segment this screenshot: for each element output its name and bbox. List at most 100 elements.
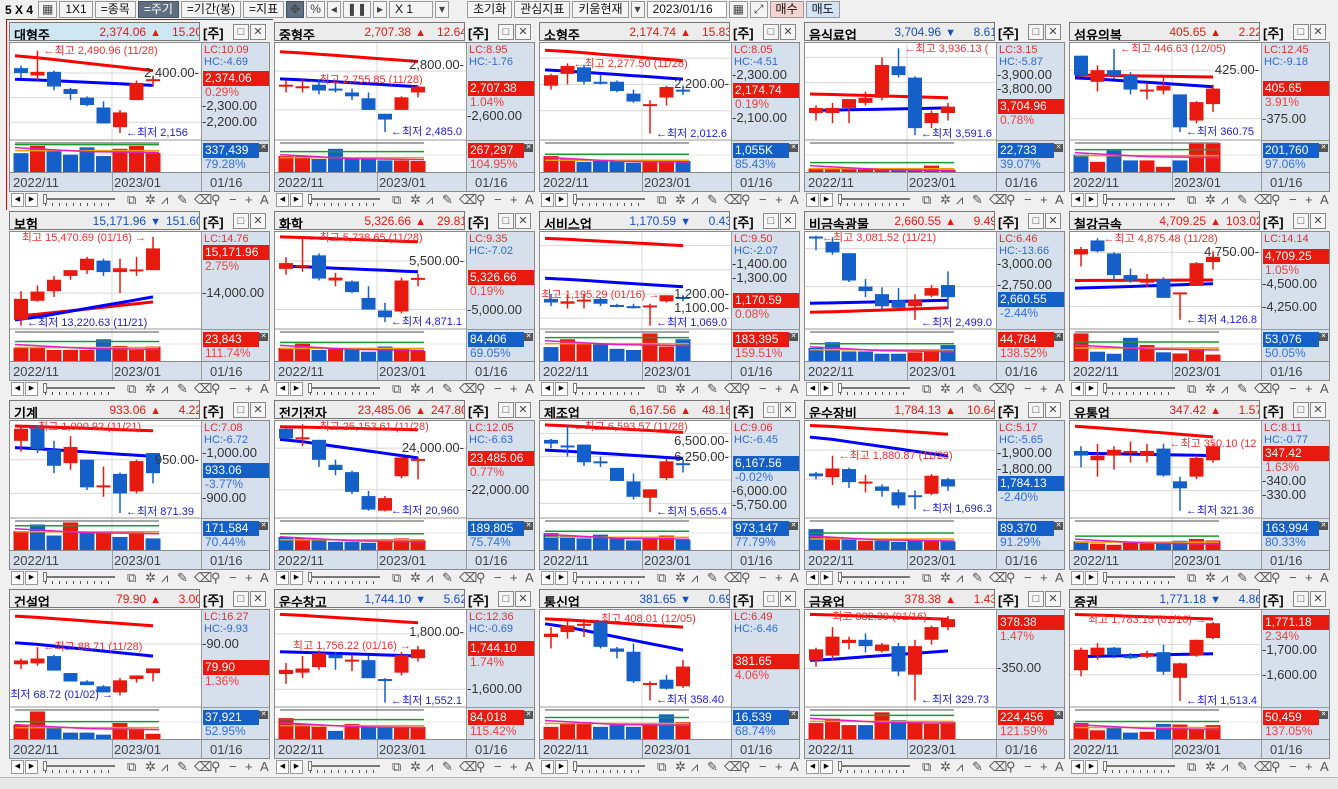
volume-close-icon[interactable]: ✕ <box>789 144 798 152</box>
indicator-icon[interactable]: ⩘ <box>691 759 699 774</box>
indicator-icon[interactable]: ⩘ <box>1221 192 1229 207</box>
scroll-right-button[interactable]: ▶ <box>555 760 568 774</box>
close-icon[interactable]: ✕ <box>515 24 531 40</box>
zoom-in-icon[interactable]: + <box>245 381 253 396</box>
search-icon[interactable]: ⚲ <box>1271 192 1281 207</box>
scroll-left-button[interactable]: ◀ <box>1071 193 1084 207</box>
font-icon[interactable]: A <box>790 570 799 585</box>
price-axis[interactable]: LC:5.17 HC:-5.65 1,784.13 -2.40% -1,900.00 -1… <box>996 421 1064 550</box>
close-icon[interactable]: ✕ <box>780 24 796 40</box>
scroll-right-button[interactable]: ▶ <box>820 193 833 207</box>
scroll-left-button[interactable]: ◀ <box>1071 571 1084 585</box>
maximize-icon[interactable]: □ <box>1028 591 1044 607</box>
zoom-out-icon[interactable]: − <box>759 570 767 585</box>
maximize-icon[interactable]: □ <box>233 24 249 40</box>
scroll-right-button[interactable]: ▶ <box>555 193 568 207</box>
indicator-icon[interactable]: ⩘ <box>161 192 169 207</box>
indicator-icon[interactable]: ⩘ <box>161 570 169 585</box>
plot-area[interactable]: ←최고 88.71 (11/28) 최저 68.72 (01/02) → <box>10 610 201 739</box>
maximize-icon[interactable]: □ <box>1028 213 1044 229</box>
kiwoom-current-button[interactable]: 키움현재 <box>572 1 629 18</box>
panel-header[interactable]: 통신업 381.65 ▼ 0.69 <box>539 589 730 608</box>
zoom-slider[interactable] <box>838 576 910 578</box>
price-axis[interactable]: LC:9.50 HC:-2.07 1,170.59 0.08% -1,400.00 -1,… <box>731 232 799 361</box>
plot-area[interactable]: 최고 382.39 (01/16) → ←최저 329.73 <box>805 610 996 739</box>
zoom-in-icon[interactable]: + <box>1305 759 1313 774</box>
volume-close-icon[interactable]: ✕ <box>259 144 268 152</box>
scroll-left-button[interactable]: ◀ <box>541 760 554 774</box>
scroll-left-button[interactable]: ◀ <box>276 193 289 207</box>
search-icon[interactable]: ⚲ <box>741 381 751 396</box>
panel-header[interactable]: 증권 1,771.18 ▼ 4.86 <box>1069 589 1260 608</box>
candlestick-chart[interactable] <box>540 421 731 550</box>
price-axis[interactable]: LC:6.49 HC:-6.46 381.65 4.06% 16,539 68.74% ✕ <box>731 610 799 739</box>
layout-icon[interactable]: ⧉ <box>1187 381 1197 396</box>
font-icon[interactable]: A <box>525 192 534 207</box>
period-tag[interactable]: [주] <box>468 26 489 41</box>
zoom-out-icon[interactable]: − <box>759 381 767 396</box>
period-tag[interactable]: [주] <box>998 593 1019 608</box>
chart-frame[interactable]: 최고 382.39 (01/16) → ←최저 329.73 378.38 1.47%… <box>804 609 1065 740</box>
eraser-icon[interactable]: ⌫ <box>459 192 478 207</box>
candlestick-chart[interactable] <box>1070 232 1261 361</box>
zoom-slider[interactable] <box>1103 387 1175 389</box>
draw-line-icon[interactable]: ✎ <box>1237 381 1248 396</box>
zoom-slider[interactable] <box>838 765 910 767</box>
indicator-button[interactable]: =지표 <box>243 1 285 18</box>
move-icon[interactable]: ✥ <box>286 1 305 18</box>
draw-line-icon[interactable]: ✎ <box>707 381 718 396</box>
font-icon[interactable]: A <box>1055 759 1064 774</box>
eraser-icon[interactable]: ⌫ <box>459 570 478 585</box>
chart-frame[interactable]: ←최고 3,936.13 (←최저 3,591.6 LC:3.15 HC:-5.87… <box>804 42 1065 173</box>
zoom-in-icon[interactable]: + <box>245 192 253 207</box>
close-icon[interactable]: ✕ <box>515 213 531 229</box>
plot-area[interactable]: ←최고 3,936.13 (←최저 3,591.6 <box>805 43 996 172</box>
scroll-right-button[interactable]: ▶ <box>290 760 303 774</box>
price-axis[interactable]: LC:8.05 HC:-4.51 2,174.74 0.19% -2,300.00 -2,… <box>731 43 799 172</box>
panel-header[interactable]: 기계 933.06 ▲ 4.22 <box>9 400 200 419</box>
candlestick-chart[interactable] <box>540 232 731 361</box>
settings-icon[interactable]: ✲ <box>1205 759 1216 774</box>
eraser-icon[interactable]: ⌫ <box>989 759 1008 774</box>
panel-header[interactable]: 서비스업 1,170.59 ▼ 0.43 <box>539 211 730 230</box>
zoom-slider[interactable] <box>573 765 645 767</box>
settings-icon[interactable]: ✲ <box>675 759 686 774</box>
settings-icon[interactable]: ✲ <box>1205 192 1216 207</box>
settings-icon[interactable]: ✲ <box>145 759 156 774</box>
scroll-right-button[interactable]: ▶ <box>820 760 833 774</box>
maximize-icon[interactable]: □ <box>233 213 249 229</box>
panel-header[interactable]: 음식료업 3,704.96 ▼ 8.61 <box>804 22 995 41</box>
indicator-icon[interactable]: ⩘ <box>691 192 699 207</box>
layout-icon[interactable]: ⧉ <box>392 759 402 774</box>
candlestick-chart[interactable] <box>805 421 996 550</box>
layout-icon[interactable]: ⧉ <box>1187 192 1197 207</box>
font-icon[interactable]: A <box>1055 381 1064 396</box>
panel-header[interactable]: 보험 15,171.96 ▼ 151.60 <box>9 211 200 230</box>
plot-area[interactable]: ←최고 446.63 (12/05) ←최저 360.75 425.00- <box>1070 43 1261 172</box>
period-tag[interactable]: [주] <box>998 26 1019 41</box>
watch-indicator-button[interactable]: 관심지표 <box>514 1 571 18</box>
plot-area[interactable]: ←최고 2,277.50 (11/28) ←최저 2,012.6 2,200.00- <box>540 43 731 172</box>
panel-header[interactable]: 금융업 378.38 ▲ 1.43 <box>804 589 995 608</box>
chevron-down-icon[interactable]: ▾ <box>435 1 450 18</box>
zoom-out-icon[interactable]: − <box>494 759 502 774</box>
settings-icon[interactable]: ✲ <box>410 759 421 774</box>
eraser-icon[interactable]: ⌫ <box>194 759 213 774</box>
chart-frame[interactable]: ←최고 4,875.48 (11/28) ←최저 4,126.8 4,750.00-… <box>1069 231 1330 362</box>
settings-icon[interactable]: ✲ <box>940 192 951 207</box>
search-icon[interactable]: ⚲ <box>211 192 221 207</box>
settings-icon[interactable]: ✲ <box>410 381 421 396</box>
volume-close-icon[interactable]: ✕ <box>524 333 533 341</box>
eraser-icon[interactable]: ⌫ <box>1254 570 1273 585</box>
chart-frame[interactable]: ←최고 2,277.50 (11/28) ←최저 2,012.6 2,200.00-… <box>539 42 800 173</box>
close-icon[interactable]: ✕ <box>1310 213 1326 229</box>
layout-icon[interactable]: ⧉ <box>127 381 137 396</box>
indicator-icon[interactable]: ⩘ <box>1221 570 1229 585</box>
indicator-icon[interactable]: ⩘ <box>426 192 434 207</box>
scroll-left-button[interactable]: ◀ <box>806 760 819 774</box>
volume-close-icon[interactable]: ✕ <box>1319 144 1328 152</box>
plot-area[interactable]: 최고 1,195.29 (01/16) → ←최저 1,069.0 1,200.00… <box>540 232 731 361</box>
chart-frame[interactable]: ←최고 408.01 (12/05) ←최저 358.40 LC:6.49 HC:-6… <box>539 609 800 740</box>
settings-icon[interactable]: ✲ <box>145 570 156 585</box>
period-tag[interactable]: [주] <box>468 593 489 608</box>
